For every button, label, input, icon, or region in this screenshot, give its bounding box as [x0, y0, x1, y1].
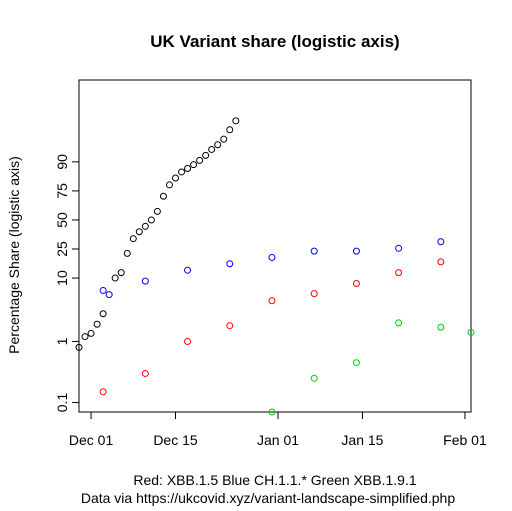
data-point — [226, 322, 234, 330]
data-point — [99, 286, 107, 294]
data-point — [87, 329, 95, 337]
data-point — [214, 141, 222, 149]
data-point — [220, 135, 228, 143]
data-point — [93, 320, 101, 328]
data-point — [437, 323, 445, 331]
data-point — [268, 297, 276, 305]
data-point — [352, 247, 360, 255]
y-tick-label: 25 — [54, 241, 70, 257]
plot-frame — [78, 79, 472, 413]
data-point — [268, 253, 276, 261]
x-tick-label: Dec 15 — [153, 432, 198, 448]
data-point — [147, 216, 155, 224]
data-point — [184, 337, 192, 345]
data-point — [141, 369, 149, 377]
data-point — [310, 290, 318, 298]
y-tick-label: 10 — [54, 270, 70, 286]
data-point — [268, 408, 276, 416]
data-point — [81, 333, 89, 341]
data-point — [135, 228, 143, 236]
x-axis: Dec 01 Dec 15 Jan 01 Jan 15 Feb 01 — [69, 412, 487, 448]
data-point — [310, 247, 318, 255]
data-point — [123, 249, 131, 257]
y-tick-label: 50 — [54, 212, 70, 228]
data-point — [190, 161, 198, 169]
x-tick-label: Dec 01 — [69, 432, 114, 448]
data-point — [141, 277, 149, 285]
data-point — [232, 117, 240, 125]
data-point — [117, 269, 125, 277]
data-point — [141, 222, 149, 230]
data-point — [352, 279, 360, 287]
y-axis-label: Percentage Share (logistic axis) — [6, 156, 22, 354]
y-tick-label: 90 — [54, 154, 70, 170]
data-point — [467, 328, 475, 336]
data-point — [437, 238, 445, 246]
source-text: Data via https://ukcovid.xyz/variant-lan… — [81, 490, 456, 506]
data-point — [171, 174, 179, 182]
data-point — [111, 274, 119, 282]
data-point — [99, 388, 107, 396]
data-points — [75, 117, 475, 416]
x-tick-label: Feb 01 — [443, 432, 487, 448]
data-point — [352, 359, 360, 367]
data-point — [196, 156, 204, 164]
chart-title: UK Variant share (logistic axis) — [150, 32, 399, 51]
data-point — [99, 310, 107, 318]
data-point — [129, 235, 137, 243]
data-point — [105, 291, 113, 299]
data-point — [310, 374, 318, 382]
y-tick-label: 1 — [54, 337, 70, 345]
data-point — [226, 260, 234, 268]
data-point — [178, 168, 186, 176]
data-point — [437, 258, 445, 266]
data-point — [202, 151, 210, 159]
y-tick-label: 0.1 — [54, 393, 70, 413]
x-tick-label: Jan 15 — [341, 432, 383, 448]
data-point — [184, 165, 192, 173]
data-point — [165, 181, 173, 189]
data-point — [75, 343, 83, 351]
data-point — [226, 126, 234, 134]
data-point — [159, 192, 167, 200]
data-point — [184, 266, 192, 274]
data-point — [153, 207, 161, 215]
data-point — [395, 319, 403, 327]
x-tick-label: Jan 01 — [257, 432, 299, 448]
y-axis: 0.1 1 10 25 50 75 90 — [54, 154, 79, 412]
data-point — [395, 244, 403, 252]
data-point — [395, 269, 403, 277]
legend-text: Red: XBB.1.5 Blue CH.1.1.* Green XBB.1.9… — [133, 472, 416, 488]
data-point — [208, 145, 216, 153]
y-tick-label: 75 — [54, 183, 70, 199]
